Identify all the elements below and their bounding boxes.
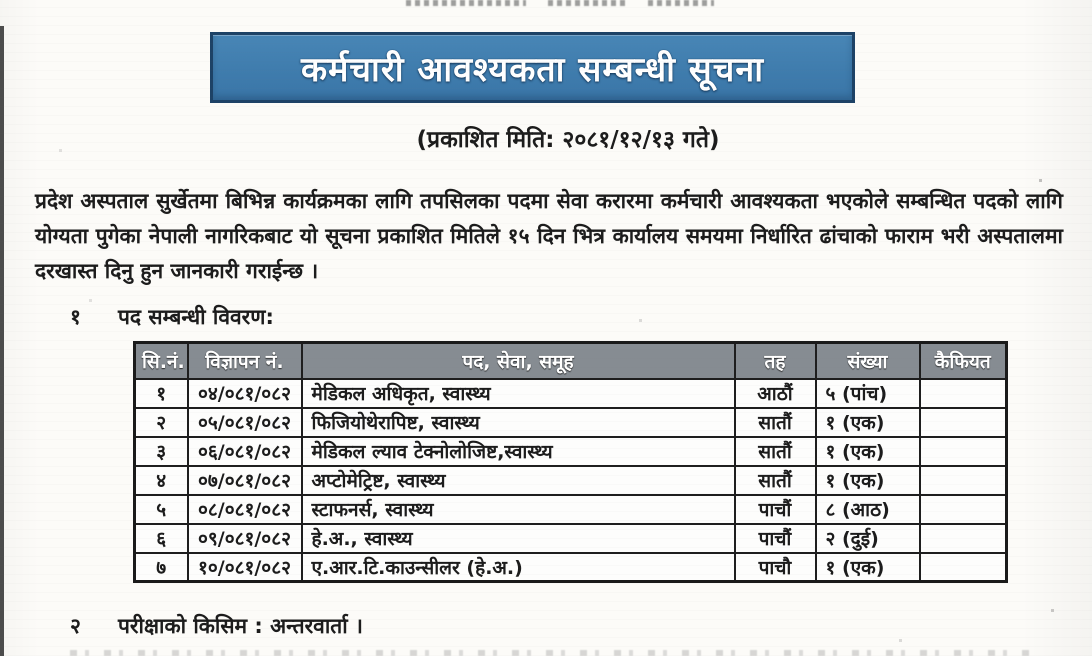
cell-quantity: ५ (पांच): [814, 377, 921, 409]
cell-remarks: [918, 493, 1008, 525]
section-heading: पद सम्बन्धी विवरण:: [118, 305, 274, 329]
scan-edge-shadow: [0, 26, 4, 656]
cell-post: मेडिकल अधिकृत, स्वास्थ्य: [300, 377, 736, 409]
cell-level: सातौं: [733, 406, 817, 438]
cell-remarks: [918, 406, 1008, 438]
col-header-quantity: संख्या: [814, 341, 921, 380]
cell-remarks: [918, 435, 1008, 467]
cell-advert-no: ०७/०८१/०८२: [186, 464, 303, 496]
table-row: ६ ०९/०८१/०८२ हे.अ., स्वास्थ्य पाचौं २ (द…: [133, 522, 1008, 554]
col-header-advert-no: विज्ञापन नं.: [186, 341, 303, 380]
cell-advert-no: १०/०८१/०८२: [186, 551, 303, 583]
notice-title: कर्मचारी आवश्यकता सम्बन्धी सूचना: [300, 49, 764, 90]
table-row: २ ०५/०८१/०८२ फिजियोथेरापिष्ट, स्वास्थ्य …: [133, 406, 1008, 438]
cell-serial-no: २: [133, 406, 189, 438]
table-header-row: सि.नं. विज्ञापन नं. पद, सेवा, समूह तह सं…: [133, 341, 1008, 380]
cell-post: ए.आर.टि.काउन्सीलर (हे.अ.): [300, 551, 736, 583]
col-header-level: तह: [733, 341, 817, 380]
cell-serial-no: ५: [133, 493, 189, 525]
section-number: २: [70, 614, 81, 638]
cell-post: स्टाफनर्स, स्वास्थ्य: [300, 493, 736, 525]
cell-quantity: १ (एक): [814, 464, 921, 496]
cell-remarks: [918, 522, 1008, 554]
clipped-text-fragment: [406, 0, 526, 6]
vacancy-table: सि.नं. विज्ञापन नं. पद, सेवा, समूह तह सं…: [133, 341, 1008, 583]
cell-level: आठौं: [733, 377, 817, 409]
scan-speckles: [0, 0, 1, 1]
notice-title-banner: कर्मचारी आवश्यकता सम्बन्धी सूचना: [210, 32, 855, 103]
col-header-serial-no: सि.नं.: [133, 341, 189, 380]
section-exam-type: २ परीक्षाको किसिम : अन्तरवार्ता ।: [70, 612, 363, 640]
intro-paragraph: प्रदेश अस्पताल सुर्खेतमा बिभिन्न कार्यक्…: [35, 189, 1063, 283]
cell-serial-no: ७: [133, 551, 189, 583]
cell-quantity: २ (दुई): [814, 522, 921, 554]
cell-quantity: १ (एक): [814, 551, 921, 583]
section-heading: परीक्षाको किसिम : अन्तरवार्ता ।: [118, 614, 363, 638]
table-row: ५ ०८/०८१/०८२ स्टाफनर्स, स्वास्थ्य पाचौं …: [133, 493, 1008, 525]
cell-remarks: [918, 464, 1008, 496]
cell-advert-no: ०५/०८१/०८२: [186, 406, 303, 438]
clipped-text-fragment: [548, 0, 626, 6]
section-number: १: [70, 305, 81, 329]
cell-level: पाचौं: [733, 493, 817, 525]
cell-post: मेडिकल ल्याव टेक्नोलोजिष्ट,स्वास्थ्य: [300, 435, 736, 467]
cell-post: अप्टोमेट्रिष्ट, स्वास्थ्य: [300, 464, 736, 496]
cell-remarks: [918, 377, 1008, 409]
cell-remarks: [918, 551, 1008, 583]
published-date-line: (प्रकाशित मिति: २०८१/१२/१३ गते): [416, 127, 720, 153]
cell-serial-no: ६: [133, 522, 189, 554]
cell-serial-no: १: [133, 377, 189, 409]
cell-quantity: १ (एक): [814, 435, 921, 467]
cell-advert-no: ०९/०८१/०८२: [186, 522, 303, 554]
cell-quantity: १ (एक): [814, 406, 921, 438]
cell-level: पाचौं: [733, 522, 817, 554]
cell-advert-no: ०८/०८१/०८२: [186, 493, 303, 525]
clipped-text-fragment: [648, 0, 714, 6]
clipped-letterhead-text: [345, 0, 775, 12]
cell-post: फिजियोथेरापिष्ट, स्वास्थ्य: [300, 406, 736, 438]
table-row: १ ०४/०८१/०८२ मेडिकल अधिकृत, स्वास्थ्य आठ…: [133, 377, 1008, 409]
cell-level: सातौं: [733, 464, 817, 496]
cell-level: सातौं: [733, 435, 817, 467]
clipped-bottom-text: [70, 650, 1030, 656]
section-position-details: १ पद सम्बन्धी विवरण:: [70, 303, 274, 331]
table-row: ७ १०/०८१/०८२ ए.आर.टि.काउन्सीलर (हे.अ.) प…: [133, 551, 1008, 583]
cell-advert-no: ०४/०८१/०८२: [186, 377, 303, 409]
cell-post: हे.अ., स्वास्थ्य: [300, 522, 736, 554]
col-header-post-service-group: पद, सेवा, समूह: [300, 341, 736, 380]
cell-serial-no: ४: [133, 464, 189, 496]
cell-advert-no: ०६/०८१/०८२: [186, 435, 303, 467]
col-header-remarks: कैफियत: [918, 341, 1008, 380]
table-row: ३ ०६/०८१/०८२ मेडिकल ल्याव टेक्नोलोजिष्ट,…: [133, 435, 1008, 467]
cell-serial-no: ३: [133, 435, 189, 467]
cell-level: पाचौ: [733, 551, 817, 583]
table-row: ४ ०७/०८१/०८२ अप्टोमेट्रिष्ट, स्वास्थ्य स…: [133, 464, 1008, 496]
cell-quantity: ८ (आठ): [814, 493, 921, 525]
